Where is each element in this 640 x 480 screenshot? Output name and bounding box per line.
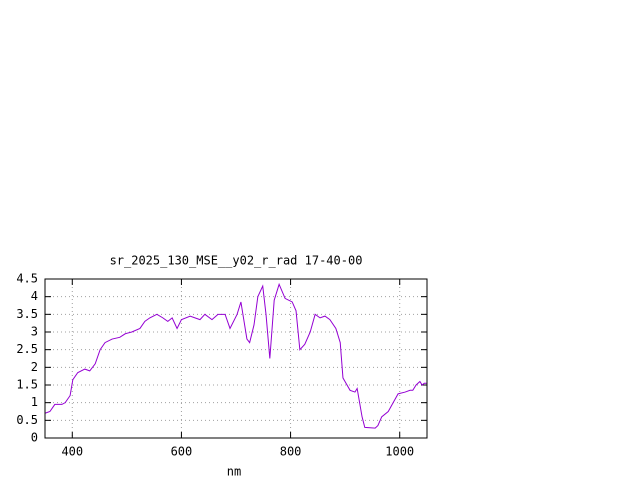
- x-tick-label: 600: [171, 445, 193, 459]
- x-axis-label: nm: [227, 465, 241, 479]
- x-tick-label: 400: [61, 445, 83, 459]
- y-tick-label: 4.5: [16, 272, 38, 286]
- y-tick-label: 1.5: [16, 378, 38, 392]
- y-tick-label: 3: [31, 325, 38, 339]
- y-tick-label: 3.5: [16, 307, 38, 321]
- y-tick-label: 0: [31, 431, 38, 445]
- y-tick-label: 1: [31, 395, 38, 409]
- y-tick-label: 0.5: [16, 413, 38, 427]
- x-tick-label: 1000: [385, 445, 414, 459]
- data-line: [44, 282, 427, 429]
- y-tick-label: 4: [31, 289, 38, 303]
- plot-border: [44, 278, 428, 439]
- y-tick-label: 2: [31, 360, 38, 374]
- y-tick-label: 2.5: [16, 342, 38, 356]
- chart-title: sr_2025_130_MSE__y02_r_rad 17-40-00: [110, 254, 363, 268]
- x-tick-label: 800: [280, 445, 302, 459]
